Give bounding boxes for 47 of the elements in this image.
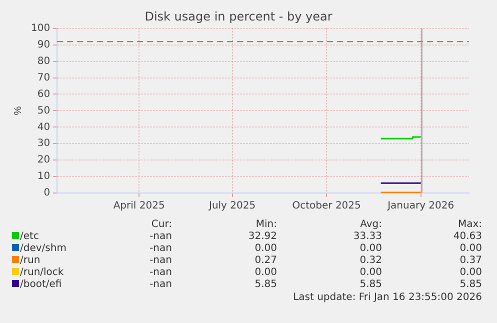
text: Avg: xyxy=(359,219,382,231)
y-tick-label: 60 xyxy=(37,88,50,100)
text: 5.85 xyxy=(358,279,382,291)
text: -nan xyxy=(148,231,172,243)
y-tick-label: 30 xyxy=(37,138,50,150)
legend-label: /boot/efi xyxy=(19,279,63,291)
y-tick-label: 80 xyxy=(37,56,50,67)
chart-title: Disk usage in percent - by year xyxy=(144,9,332,24)
text: Cur: xyxy=(150,219,172,231)
text: -nan xyxy=(148,267,172,279)
text: -nan xyxy=(148,279,172,291)
x-tick-label: January 2026 xyxy=(386,200,454,212)
text: 33.33 xyxy=(352,231,382,243)
y-tick-label: 20 xyxy=(37,154,50,166)
text: Last update: Fri Jan 16 23:55:00 2026 xyxy=(292,291,482,305)
text: -nan xyxy=(148,255,172,267)
legend-label: /etc xyxy=(19,231,40,243)
y-tick-label: 0 xyxy=(44,188,50,199)
y-tick-label: 100 xyxy=(30,22,50,34)
legend-label: /run/lock xyxy=(19,267,65,279)
legend-label: /run xyxy=(19,255,42,267)
text: -nan xyxy=(148,243,172,255)
x-tick-label: July 2025 xyxy=(208,200,256,212)
x-tick-label: October 2025 xyxy=(292,200,361,212)
text: Max: xyxy=(456,219,482,231)
x-tick-label: April 2025 xyxy=(113,200,165,212)
text: 40.63 xyxy=(452,231,482,243)
text: 5.85 xyxy=(254,279,277,291)
legend-label: /dev/shm xyxy=(19,243,68,255)
text: 0.00 xyxy=(358,243,382,255)
text: 0.00 xyxy=(458,243,482,255)
text: 0.00 xyxy=(458,267,482,279)
y-tick-label: 40 xyxy=(37,122,50,133)
y-tick-label: 50 xyxy=(37,105,50,116)
text: 0.00 xyxy=(254,267,277,279)
y-tick-label: 90 xyxy=(37,39,50,50)
text: 0.27 xyxy=(254,255,277,267)
text: 0.00 xyxy=(254,243,277,255)
text: Min: xyxy=(254,219,277,231)
y-axis-title: % xyxy=(12,106,24,116)
y-tick-label: 10 xyxy=(37,171,50,182)
text: 0.00 xyxy=(358,267,382,279)
text: 5.85 xyxy=(458,279,482,291)
text: 0.37 xyxy=(458,255,482,267)
text: 32.92 xyxy=(247,231,277,243)
text: 0.32 xyxy=(358,255,382,267)
y-tick-label: 70 xyxy=(37,72,50,84)
